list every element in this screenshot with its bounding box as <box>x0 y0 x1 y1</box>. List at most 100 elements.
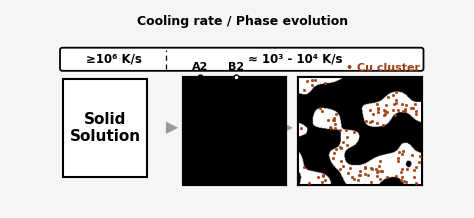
Point <box>392 174 400 178</box>
Point <box>354 179 362 182</box>
Point <box>383 175 391 178</box>
Text: ≥10⁶ K/s: ≥10⁶ K/s <box>86 53 142 66</box>
Point <box>401 107 409 110</box>
Point <box>375 164 383 168</box>
Point <box>324 119 332 122</box>
Point <box>400 149 407 152</box>
Point <box>383 104 390 107</box>
Point <box>398 167 405 171</box>
Point <box>373 170 381 174</box>
Point <box>389 108 397 111</box>
Bar <box>298 77 422 185</box>
Point <box>391 113 399 116</box>
Point <box>382 109 389 113</box>
Point <box>380 123 387 126</box>
Point <box>369 112 377 116</box>
Point <box>367 180 375 183</box>
Point <box>339 140 347 143</box>
Point <box>381 112 389 116</box>
Point <box>361 173 368 176</box>
Point <box>395 160 402 163</box>
Point <box>356 173 364 177</box>
Point <box>400 179 408 183</box>
Point <box>392 90 400 93</box>
Point <box>390 94 397 97</box>
Point <box>399 176 406 179</box>
Point <box>397 178 405 181</box>
Point <box>403 167 410 171</box>
Point <box>319 173 327 176</box>
Point <box>330 117 338 120</box>
Point <box>318 180 326 184</box>
Point <box>329 118 337 122</box>
Point <box>374 106 382 110</box>
Point <box>345 172 352 175</box>
Point <box>330 152 338 155</box>
Point <box>333 147 340 150</box>
Point <box>380 113 387 116</box>
Point <box>373 102 380 106</box>
Point <box>303 79 311 83</box>
Point <box>392 99 400 102</box>
Point <box>362 165 369 168</box>
Point <box>346 166 354 170</box>
Point <box>373 167 380 170</box>
Point <box>395 150 403 153</box>
Point <box>337 146 345 150</box>
Point <box>392 101 400 105</box>
Point <box>300 166 308 169</box>
Point <box>390 102 398 106</box>
Point <box>327 126 335 129</box>
Point <box>402 180 410 183</box>
Bar <box>298 77 422 185</box>
Point <box>314 176 321 179</box>
Point <box>412 181 419 185</box>
Text: A2: A2 <box>192 62 209 72</box>
Point <box>339 164 347 167</box>
Point <box>378 170 386 173</box>
Point <box>330 118 337 122</box>
Point <box>356 169 364 172</box>
FancyBboxPatch shape <box>60 48 423 71</box>
Point <box>410 175 418 179</box>
Point <box>319 110 326 113</box>
Bar <box>183 77 285 185</box>
Point <box>373 121 380 125</box>
Point <box>331 126 339 129</box>
Point <box>337 145 344 149</box>
Point <box>381 108 388 111</box>
Point <box>311 78 319 82</box>
Point <box>350 177 357 181</box>
Point <box>374 107 382 111</box>
Point <box>417 154 424 157</box>
Point <box>332 123 339 126</box>
Point <box>412 110 420 113</box>
Point <box>402 103 410 106</box>
Point <box>321 178 328 182</box>
Point <box>399 153 406 156</box>
Bar <box>63 78 147 177</box>
Point <box>337 159 345 163</box>
Point <box>397 171 404 174</box>
Point <box>305 181 313 185</box>
Point <box>297 126 305 129</box>
Point <box>329 157 337 160</box>
Text: Solid
Solution: Solid Solution <box>69 112 140 144</box>
Text: ≈ 10³ - 10⁴ K/s: ≈ 10³ - 10⁴ K/s <box>248 53 343 66</box>
Point <box>407 106 415 109</box>
Point <box>308 78 316 82</box>
Point <box>401 109 409 112</box>
Text: B2: B2 <box>228 62 244 72</box>
Point <box>377 169 385 173</box>
Point <box>361 166 368 170</box>
Point <box>317 107 324 110</box>
Point <box>300 89 308 92</box>
Point <box>342 128 350 132</box>
Point <box>409 106 416 110</box>
Point <box>412 112 419 116</box>
Point <box>394 156 402 160</box>
Point <box>363 119 370 123</box>
Point <box>400 109 407 112</box>
Point <box>344 143 351 147</box>
Point <box>366 109 374 112</box>
